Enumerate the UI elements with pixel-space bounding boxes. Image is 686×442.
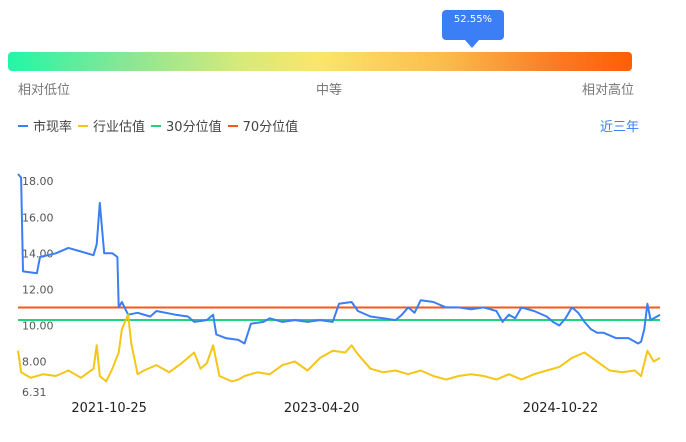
legend-label: 行业估值 — [93, 120, 146, 135]
y-tick-label: 16.00 — [22, 211, 54, 224]
percentile-gauge-bar — [8, 52, 632, 71]
chart-legend: 市现率 行业估值 30分位值 70分位值 — [18, 116, 304, 135]
y-tick-label: 12.00 — [22, 283, 54, 296]
legend-label: 市现率 — [33, 120, 73, 135]
legend-item-p30[interactable]: 30分位值 — [151, 116, 222, 135]
gauge-low-label: 相对低位 — [18, 83, 71, 98]
legend-item-p70[interactable]: 70分位值 — [227, 116, 299, 135]
x-tick-label: 2024-10-22 — [523, 401, 599, 416]
y-tick-label: 6.31 — [22, 386, 47, 399]
legend-label: 70分位值 — [242, 120, 299, 135]
gauge-high-label: 相对高位 — [582, 83, 635, 98]
legend-item-pcf[interactable]: 市现率 — [18, 116, 72, 135]
percentile-tooltip: 52.55% — [442, 10, 504, 48]
y-tick-label: 10.00 — [22, 319, 54, 332]
percentile-value: 52.55% — [453, 14, 493, 25]
legend-swatch — [78, 124, 89, 127]
y-tick-label: 18.00 — [22, 175, 54, 188]
y-tick-label: 8.00 — [22, 356, 47, 369]
legend-item-industry[interactable]: 行业估值 — [78, 116, 145, 135]
legend-swatch — [18, 124, 28, 127]
legend-swatch — [227, 124, 238, 127]
x-tick-label: 2023-04-20 — [284, 401, 360, 416]
series-line — [17, 173, 661, 345]
gauge-mid-label: 中等 — [316, 83, 343, 98]
time-range-selector[interactable]: 近三年 — [600, 120, 640, 135]
legend-label: 30分位值 — [166, 120, 222, 135]
tooltip-arrow — [465, 40, 479, 48]
legend-swatch — [151, 124, 162, 127]
y-tick-label: 14.00 — [22, 247, 54, 260]
x-tick-label: 2021-10-25 — [71, 401, 147, 416]
series-line — [17, 313, 661, 383]
